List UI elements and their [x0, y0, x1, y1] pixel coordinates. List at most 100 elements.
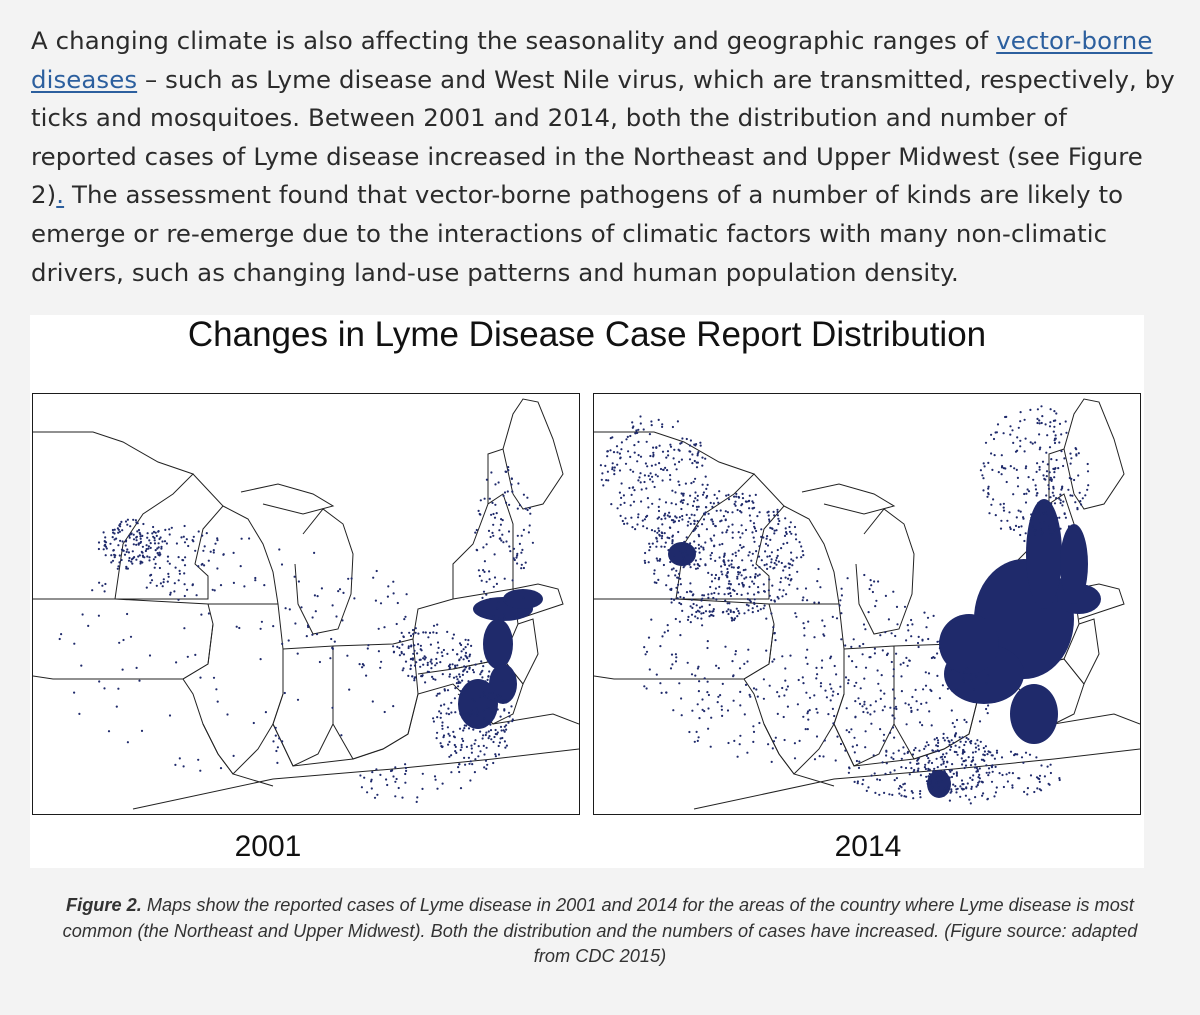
case-dot — [713, 545, 716, 548]
case-dot — [710, 518, 713, 521]
case-dot — [734, 653, 737, 656]
case-dot — [912, 797, 915, 800]
case-dot — [335, 615, 338, 618]
case-dot — [640, 488, 643, 491]
case-dot — [785, 593, 788, 596]
case-dot — [954, 744, 957, 747]
figure-inline-link[interactable]: . — [56, 180, 65, 210]
case-dot — [460, 746, 463, 749]
case-dot — [1016, 485, 1020, 488]
case-dot — [423, 658, 426, 661]
state-border — [512, 583, 564, 620]
case-dot — [370, 780, 373, 783]
vector-borne-diseases-link[interactable]: vector-borne diseases — [31, 26, 1153, 94]
case-dot — [1011, 429, 1014, 432]
case-dot — [145, 586, 148, 589]
case-dot — [1086, 462, 1089, 466]
case-dot — [772, 740, 776, 743]
case-dot — [469, 779, 472, 782]
case-dot — [670, 597, 673, 601]
case-dot — [804, 656, 808, 659]
case-dot — [278, 548, 281, 551]
case-dot — [632, 486, 635, 489]
case-dot — [457, 766, 460, 769]
case-dot — [904, 766, 908, 770]
case-dot — [758, 511, 761, 514]
case-dot — [681, 552, 684, 555]
case-dot — [727, 608, 730, 611]
case-dot — [508, 715, 511, 718]
case-dot — [1048, 425, 1052, 428]
case-dot — [705, 528, 708, 531]
case-dot — [955, 771, 958, 774]
case-dot — [216, 567, 219, 570]
case-dot — [649, 478, 652, 481]
case-dot — [958, 746, 961, 749]
case-dot — [482, 590, 486, 593]
case-dot — [984, 745, 987, 748]
case-dot — [636, 460, 639, 463]
case-dot — [436, 651, 439, 654]
case-dot — [138, 531, 141, 534]
case-dot — [362, 664, 365, 667]
case-dot — [752, 522, 756, 525]
case-dot — [1027, 490, 1031, 493]
case-dot — [503, 491, 507, 494]
case-dot — [820, 666, 823, 669]
case-dot — [737, 571, 740, 574]
case-dot — [727, 498, 731, 501]
case-dot — [1049, 496, 1052, 499]
case-dot — [700, 545, 703, 548]
case-dot — [102, 531, 105, 534]
case-dot — [717, 501, 720, 504]
case-dot — [422, 663, 425, 666]
case-dot — [678, 682, 681, 685]
case-dot — [734, 504, 737, 507]
case-dot — [121, 668, 124, 671]
case-dot — [990, 503, 993, 506]
case-dot — [398, 640, 401, 643]
case-dot — [917, 645, 920, 649]
case-dot — [620, 441, 623, 444]
case-dot — [1032, 478, 1035, 481]
case-dot — [701, 483, 704, 486]
case-dot — [1019, 411, 1022, 414]
case-dot — [141, 534, 144, 537]
case-dot — [696, 452, 699, 455]
case-dot — [421, 787, 424, 790]
case-dot — [803, 634, 806, 637]
case-dot — [963, 766, 966, 770]
case-dot — [830, 687, 833, 690]
case-dot — [899, 784, 902, 788]
case-dot — [635, 429, 638, 432]
case-dot — [1059, 527, 1062, 530]
case-dot — [439, 716, 442, 719]
case-dot — [982, 462, 985, 465]
case-dot — [686, 618, 690, 621]
case-dot — [458, 763, 461, 766]
case-dot — [166, 580, 169, 583]
case-dot — [752, 582, 756, 585]
case-dot — [154, 549, 157, 552]
case-dot — [652, 453, 655, 457]
case-dot — [1049, 502, 1052, 505]
case-dot — [816, 580, 819, 583]
case-dot — [165, 542, 168, 545]
case-dot — [504, 699, 507, 702]
case-dot — [925, 701, 928, 704]
case-dot — [675, 656, 678, 659]
case-dot — [704, 541, 707, 544]
case-dot — [496, 708, 499, 711]
case-dot — [1017, 426, 1020, 429]
case-dot — [858, 760, 861, 763]
case-dot — [782, 542, 785, 545]
case-dot — [1047, 484, 1050, 487]
case-dot — [948, 799, 951, 802]
case-dot — [485, 731, 488, 734]
case-dot — [379, 666, 382, 669]
case-dot — [162, 581, 165, 584]
case-dot — [696, 508, 699, 511]
case-dot — [669, 667, 673, 670]
case-dot — [526, 496, 529, 499]
case-dot — [677, 591, 680, 594]
